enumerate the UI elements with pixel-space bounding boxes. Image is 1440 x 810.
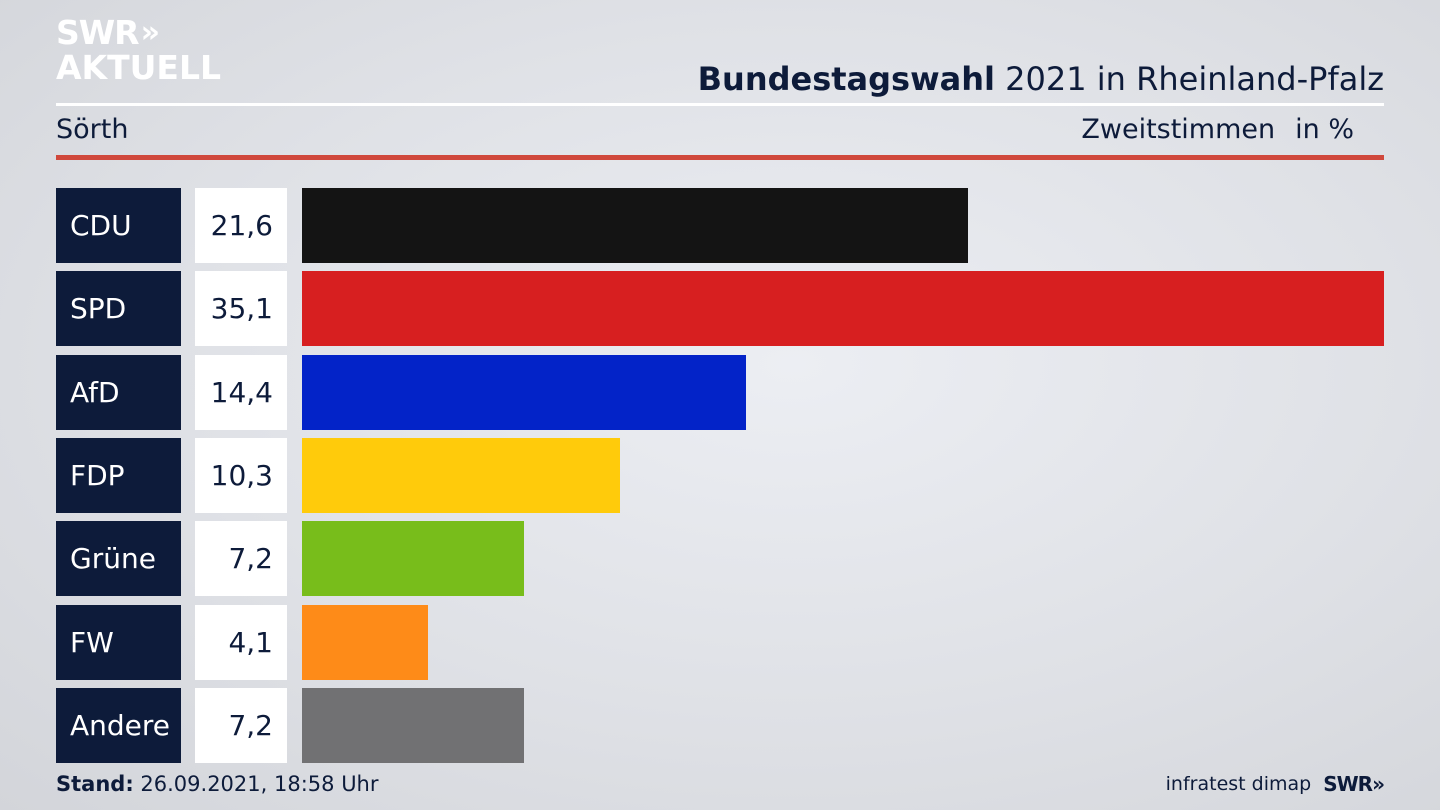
- value-label: 7,2: [195, 687, 287, 763]
- location-label: Sörth: [56, 114, 129, 145]
- value-label: 21,6: [195, 188, 287, 263]
- party-label: FDP: [56, 437, 181, 513]
- value-label: 14,4: [195, 354, 287, 430]
- chart-title: Bundestagswahl 2021 in Rheinland-Pfalz: [698, 60, 1384, 98]
- party-label: CDU: [56, 188, 181, 263]
- metric-name: Zweitstimmen: [1081, 114, 1276, 145]
- value-label: 35,1: [195, 271, 287, 347]
- bar-row: SPD 35,1: [56, 271, 1384, 347]
- party-label: AfD: [56, 354, 181, 430]
- chart-title-rest: 2021 in Rheinland-Pfalz: [1005, 60, 1384, 98]
- logo-chevrons-icon: »: [140, 14, 161, 50]
- bar-row: AfD 14,4: [56, 354, 1384, 430]
- swr-brand-logo: SWR»: [1323, 772, 1385, 796]
- value-label: 4,1: [195, 604, 287, 680]
- accent-divider: [56, 155, 1384, 160]
- header-divider: [56, 103, 1384, 106]
- bar-row: CDU 21,6: [56, 188, 1384, 263]
- bar: [302, 604, 428, 680]
- timestamp-value: 26.09.2021, 18:58 Uhr: [140, 772, 379, 796]
- party-label: Andere: [56, 687, 181, 763]
- source-label: infratest dimap: [1165, 773, 1312, 795]
- value-label: 7,2: [195, 521, 287, 597]
- bar: [302, 687, 524, 763]
- metric-label: Zweitstimmen in %: [1081, 114, 1354, 145]
- bar-row: FDP 10,3: [56, 437, 1384, 513]
- source-credit: infratest dimap SWR»: [1165, 772, 1385, 796]
- logo-swr-text: SWR: [56, 13, 140, 52]
- bar: [302, 521, 524, 597]
- party-label: SPD: [56, 271, 181, 347]
- timestamp: Stand: 26.09.2021, 18:58 Uhr: [56, 772, 379, 796]
- bar-row: Andere 7,2: [56, 687, 1384, 763]
- bar: [302, 354, 746, 430]
- party-label: FW: [56, 604, 181, 680]
- bar: [302, 437, 620, 513]
- metric-unit: in %: [1295, 114, 1354, 145]
- bar-row: FW 4,1: [56, 604, 1384, 680]
- value-label: 10,3: [195, 437, 287, 513]
- bar: [302, 188, 968, 263]
- chart-title-bold: Bundestagswahl: [697, 60, 995, 98]
- bar: [302, 271, 1384, 347]
- party-label: Grüne: [56, 521, 181, 597]
- timestamp-label: Stand:: [56, 772, 134, 796]
- logo-aktuell-text: AKTUELL: [56, 48, 222, 87]
- swr-aktuell-logo: SWR» AKTUELL: [56, 16, 221, 84]
- bar-row: Grüne 7,2: [56, 521, 1384, 597]
